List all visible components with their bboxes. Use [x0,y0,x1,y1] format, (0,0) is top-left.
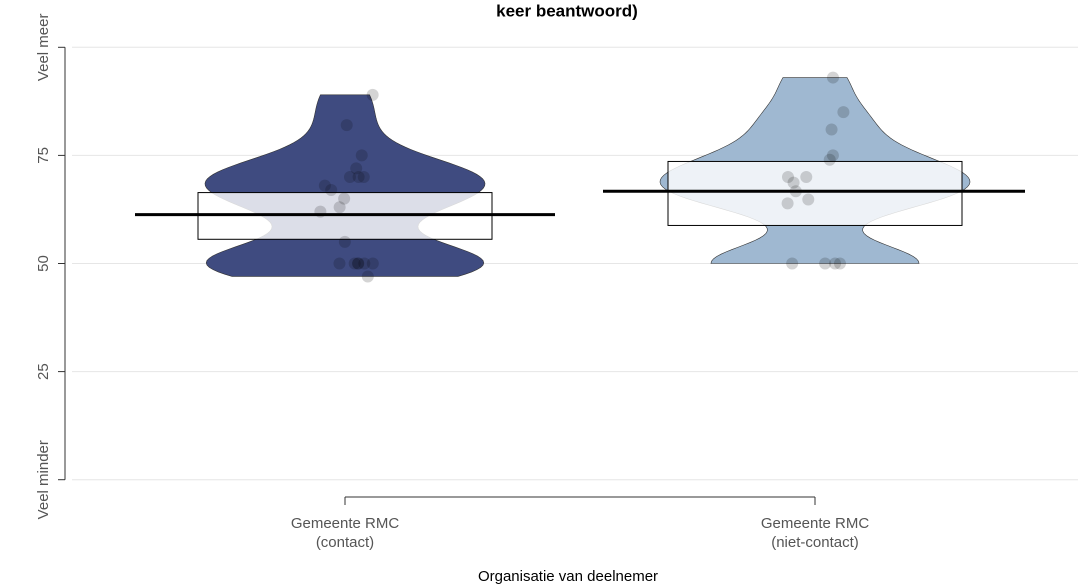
x-tick-label: Gemeente RMC [761,515,870,532]
data-point [333,257,346,270]
data-point [355,149,368,162]
data-point [781,197,794,210]
data-point [350,162,363,175]
x-tick-label: Gemeente RMC [291,515,400,532]
x-axis-label: Organisatie van deelnemer [478,568,658,585]
ci-box [667,160,963,226]
data-point [826,71,839,84]
x-tick-label: (niet-contact) [771,534,859,551]
data-point [786,257,799,270]
data-point [361,270,374,283]
data-point [787,176,800,189]
data-point [318,179,331,192]
data-point [826,149,839,162]
data-point [358,257,371,270]
data-point [823,153,836,166]
data-point [366,257,379,270]
data-point [825,123,838,136]
data-point [338,192,351,205]
data-point [352,171,365,184]
data-point [837,106,850,119]
y-tick-label: 75 [35,147,52,164]
data-point [352,257,365,270]
chart-title: keer beantwoord) [496,1,638,20]
data-point [833,257,846,270]
y-tick-label: Veel minder [35,440,52,519]
data-point [829,257,842,270]
data-point [802,193,815,206]
data-point [348,257,361,270]
y-tick-label: 50 [35,255,52,272]
data-point [819,257,832,270]
data-point [338,235,351,248]
data-point [357,171,370,184]
data-point [800,171,813,184]
data-point [366,88,379,101]
data-point [340,119,353,132]
y-tick-label: Veel meer [35,14,52,82]
x-tick-label: (contact) [316,534,374,551]
data-point [343,171,356,184]
data-point [352,257,365,270]
y-tick-label: 25 [35,363,52,380]
data-point [325,183,338,196]
data-point [333,201,346,214]
data-point [781,171,794,184]
